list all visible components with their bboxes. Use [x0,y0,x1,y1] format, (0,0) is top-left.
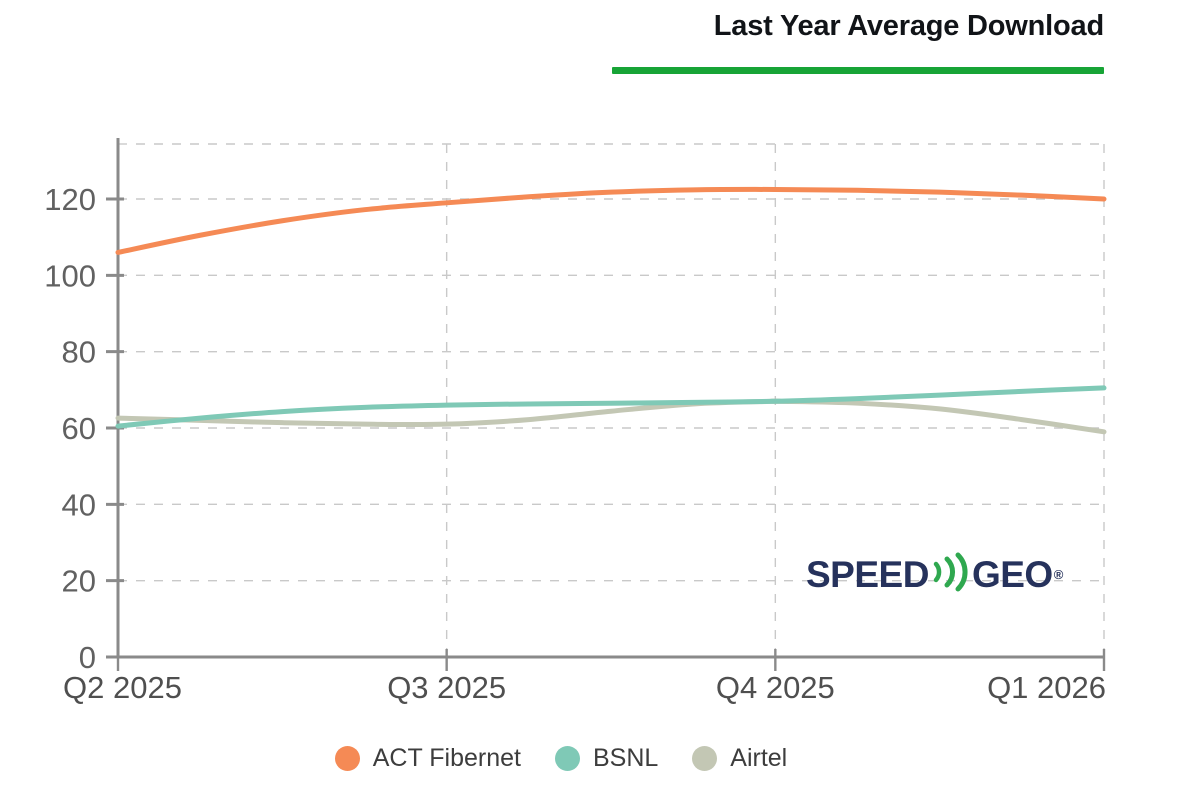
legend-label-airtel: Airtel [730,744,788,772]
series-line-airtel [115,398,1107,435]
series-line-act-fibernet [115,186,1107,255]
chart-legend: ACT Fibernet BSNL Airtel [0,744,1200,773]
y-axis-tick-label: 80 [62,335,96,370]
y-axis-tick-label: 100 [44,258,96,293]
x-axis-tick-label: Q2 2025 [63,670,182,705]
title-underline-rule [612,67,1104,74]
page-title: Last Year Average Download [713,10,1104,42]
y-axis-tick-label: 120 [44,182,96,217]
y-axis-tick-label: 60 [62,411,96,446]
legend-label-bsnl: BSNL [592,744,659,772]
x-axis-tick-label: Q1 2026 [987,670,1106,705]
y-axis-tick-label: 0 [79,640,96,675]
legend-label-act-fibernet: ACT Fibernet [372,744,521,772]
y-axis-tick-label: 20 [62,564,96,599]
x-axis-tick-label: Q4 2025 [716,670,835,705]
legend-item-bsnl[interactable]: BSNL [554,744,659,773]
speedgeo-watermark-logo: SPEED GEO ® [806,551,1063,597]
y-axis-tick-label: 40 [62,487,96,522]
legend-swatch-act-fibernet [334,746,360,771]
wifi-waves-icon [927,552,971,597]
legend-swatch-bsnl [554,746,580,771]
x-axis-tick-label: Q3 2025 [387,670,506,705]
series-line-bsnl [115,385,1107,429]
legend-item-airtel[interactable]: Airtel [692,744,787,773]
logo-text-geo: GEO [971,553,1053,595]
legend-item-act-fibernet[interactable]: ACT Fibernet [334,744,521,773]
logo-text-speed: SPEED [806,553,929,595]
chart-header: Last Year Average Download [0,0,1200,100]
legend-swatch-airtel [692,746,718,771]
registered-trademark-icon: ® [1053,566,1064,582]
